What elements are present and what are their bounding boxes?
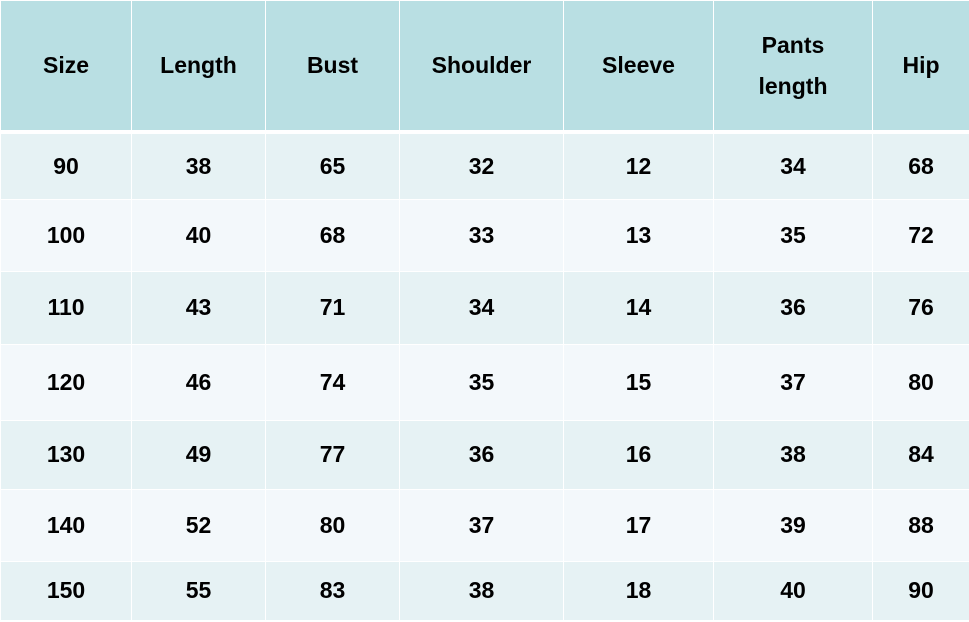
table-cell: 80 bbox=[872, 343, 969, 421]
table-cell: 18 bbox=[563, 560, 714, 621]
column-header: Size bbox=[0, 0, 132, 134]
table-cell: 110 bbox=[0, 270, 132, 345]
table-cell: 49 bbox=[131, 419, 266, 490]
table-cell: 34 bbox=[399, 270, 564, 345]
table-cell: 38 bbox=[399, 560, 564, 621]
table-cell: 76 bbox=[872, 270, 969, 345]
table-cell: 35 bbox=[399, 343, 564, 421]
table-cell: 150 bbox=[0, 560, 132, 621]
table-cell: 90 bbox=[872, 560, 969, 621]
table-row: 110 43 71 34 14 36 76 bbox=[0, 270, 969, 345]
table-cell: 77 bbox=[265, 419, 400, 490]
table-cell: 37 bbox=[399, 488, 564, 562]
table-row: 90 38 65 32 12 34 68 bbox=[0, 131, 969, 200]
table-cell: 33 bbox=[399, 198, 564, 272]
table-cell: 55 bbox=[131, 560, 266, 621]
table-row: 150 55 83 38 18 40 90 bbox=[0, 560, 969, 621]
table-cell: 40 bbox=[131, 198, 266, 272]
table-cell: 72 bbox=[872, 198, 969, 272]
table-row: 140 52 80 37 17 39 88 bbox=[0, 488, 969, 562]
table-row: 120 46 74 35 15 37 80 bbox=[0, 343, 969, 421]
table-cell: 83 bbox=[265, 560, 400, 621]
column-header: Hip bbox=[872, 0, 969, 134]
column-header: Pants length bbox=[713, 0, 873, 134]
table-cell: 37 bbox=[713, 343, 873, 421]
column-header: Shoulder bbox=[399, 0, 564, 134]
table-cell: 140 bbox=[0, 488, 132, 562]
table-cell: 32 bbox=[399, 131, 564, 200]
table-cell: 34 bbox=[713, 131, 873, 200]
table-cell: 65 bbox=[265, 131, 400, 200]
table-cell: 68 bbox=[265, 198, 400, 272]
header-row: Size Length Bust Shoulder Sleeve Pants length… bbox=[0, 0, 969, 134]
table-cell: 16 bbox=[563, 419, 714, 490]
table-cell: 40 bbox=[713, 560, 873, 621]
column-header: Sleeve bbox=[563, 0, 714, 134]
table-cell: 38 bbox=[131, 131, 266, 200]
table-cell: 39 bbox=[713, 488, 873, 562]
table-cell: 15 bbox=[563, 343, 714, 421]
table-cell: 88 bbox=[872, 488, 969, 562]
table-cell: 74 bbox=[265, 343, 400, 421]
table-cell: 14 bbox=[563, 270, 714, 345]
table-cell: 120 bbox=[0, 343, 132, 421]
table-cell: 68 bbox=[872, 131, 969, 200]
table-cell: 12 bbox=[563, 131, 714, 200]
table-cell: 46 bbox=[131, 343, 266, 421]
table-cell: 38 bbox=[713, 419, 873, 490]
table-cell: 90 bbox=[0, 131, 132, 200]
table-cell: 71 bbox=[265, 270, 400, 345]
table-cell: 17 bbox=[563, 488, 714, 562]
table-row: 100 40 68 33 13 35 72 bbox=[0, 198, 969, 272]
column-header: Length bbox=[131, 0, 266, 134]
table-cell: 36 bbox=[713, 270, 873, 345]
table-cell: 36 bbox=[399, 419, 564, 490]
table-cell: 35 bbox=[713, 198, 873, 272]
table-cell: 80 bbox=[265, 488, 400, 562]
table-cell: 13 bbox=[563, 198, 714, 272]
table-cell: 130 bbox=[0, 419, 132, 490]
column-header: Bust bbox=[265, 0, 400, 134]
table-cell: 43 bbox=[131, 270, 266, 345]
table-cell: 52 bbox=[131, 488, 266, 562]
table-cell: 84 bbox=[872, 419, 969, 490]
table-row: 130 49 77 36 16 38 84 bbox=[0, 419, 969, 490]
table-cell: 100 bbox=[0, 198, 132, 272]
